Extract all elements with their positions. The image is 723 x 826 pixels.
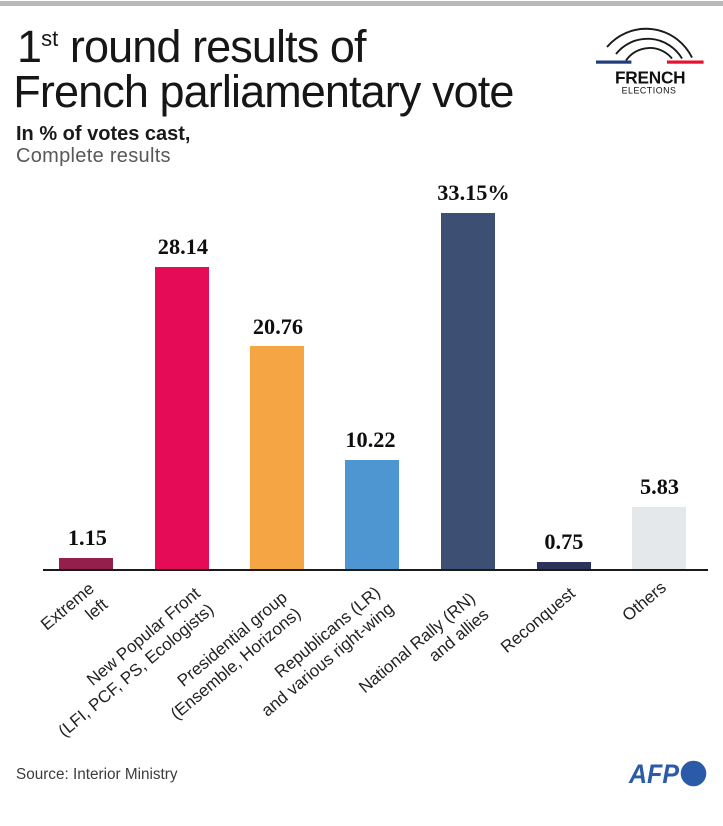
svg-text:FRENCH: FRENCH [615,67,685,87]
svg-text:ELECTIONS: ELECTIONS [622,86,677,96]
svg-text:AFP: AFP [628,759,679,789]
